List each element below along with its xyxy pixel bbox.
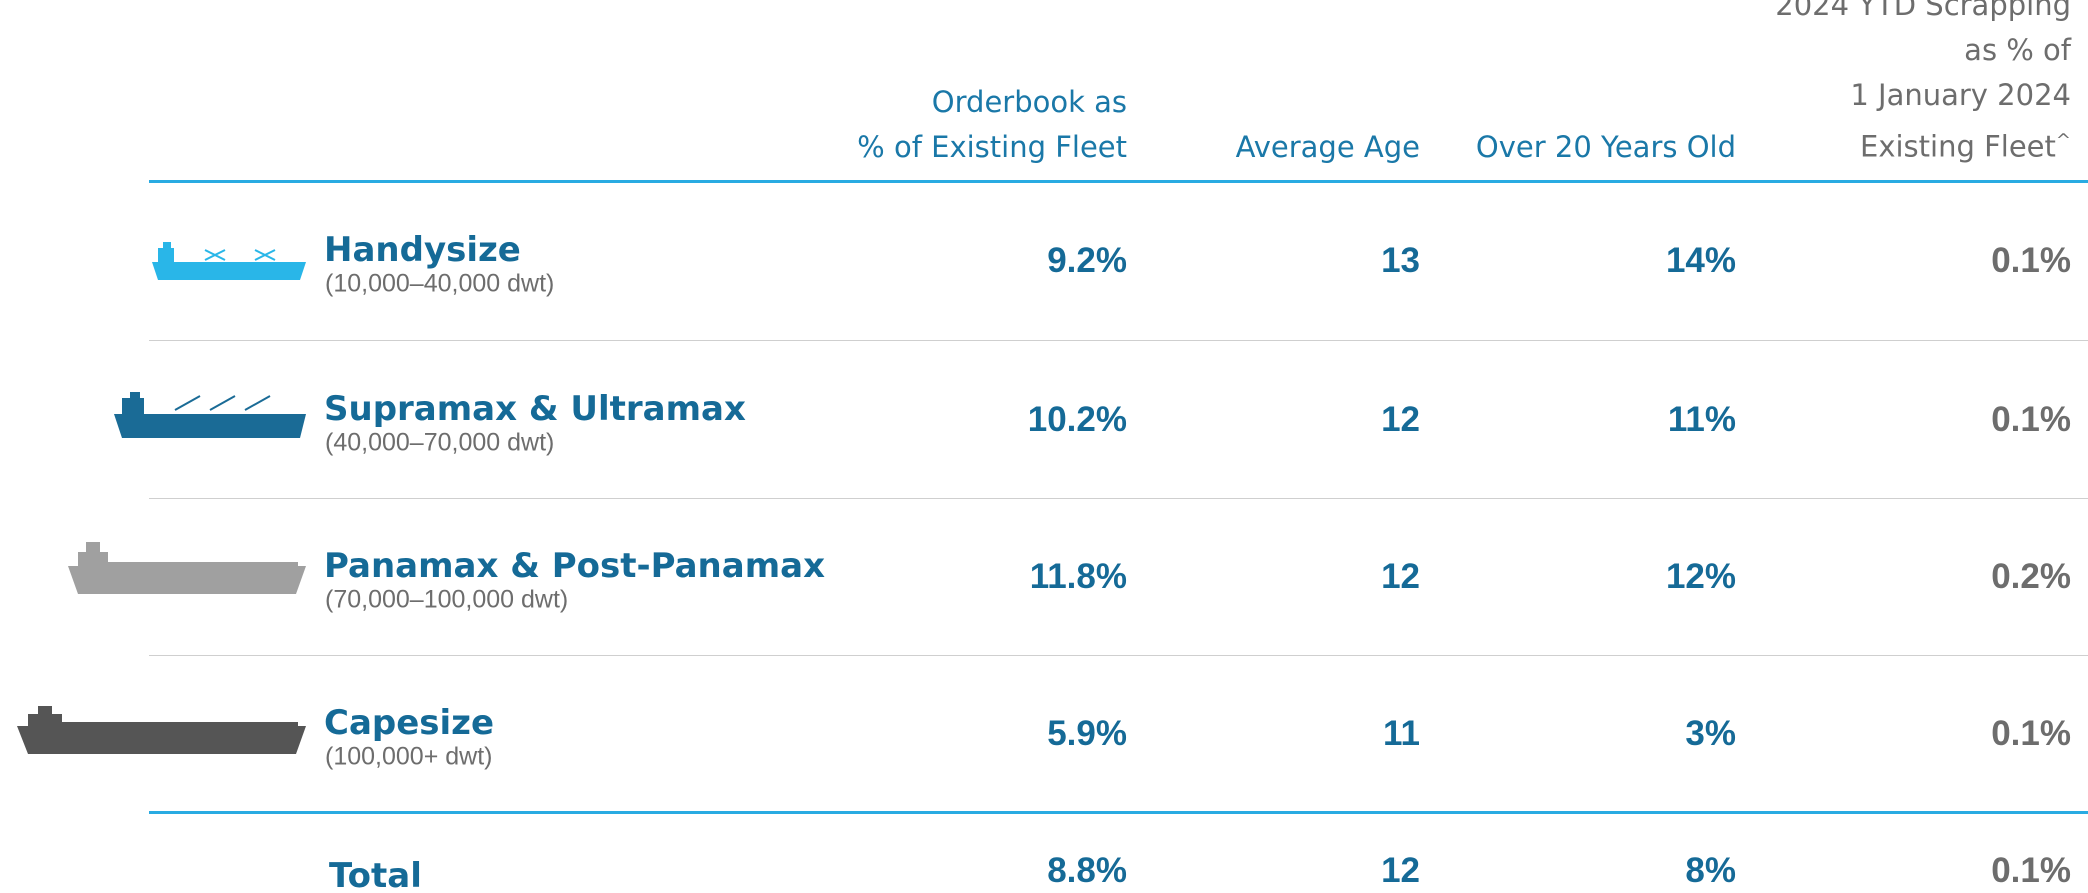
header-note: ^	[2056, 130, 2071, 151]
handysize-ship	[152, 242, 306, 280]
cell-value: 12	[1381, 400, 1420, 440]
category-name: Handysize	[324, 230, 521, 270]
cell-value: 0.2%	[1991, 557, 2071, 597]
header-text: as % of	[1964, 33, 2071, 67]
row-separator	[149, 498, 2088, 499]
header-line: Existing Fleet^	[1775, 118, 2071, 170]
total-label: Total	[329, 856, 422, 893]
column-header: Orderbook as % of Existing Fleet	[857, 80, 1127, 170]
category-range: (100,000+ dwt)	[325, 743, 492, 772]
header-text: 1 January 2024	[1850, 78, 2071, 112]
ship-icons	[0, 0, 320, 893]
page: Orderbook as % of Existing Fleet Average …	[0, 0, 2088, 893]
category-name: Panamax & Post-Panamax	[324, 546, 825, 586]
category-name: Capesize	[324, 703, 494, 743]
header-text: Orderbook as	[932, 85, 1127, 119]
capesize-ship	[17, 706, 306, 754]
cell-value: 0.1%	[1991, 241, 2071, 281]
total-value: 12	[1381, 851, 1420, 891]
header-line: Over 20 Years Old	[1476, 125, 1736, 170]
header-rule	[149, 180, 2088, 183]
supramax-ship	[114, 392, 306, 438]
header-line: % of Existing Fleet	[857, 125, 1127, 170]
cell-value: 5.9%	[1047, 714, 1127, 754]
cell-value: 14%	[1666, 241, 1736, 281]
row-separator	[149, 655, 2088, 656]
category-range: (40,000–70,000 dwt)	[325, 429, 554, 458]
total-value: 8%	[1685, 851, 1736, 891]
category-range: (70,000–100,000 dwt)	[325, 586, 568, 615]
cell-value: 12	[1381, 557, 1420, 597]
header-text: Average Age	[1236, 130, 1420, 164]
header-text: Existing Fleet	[1860, 130, 2056, 164]
cell-value: 0.1%	[1991, 400, 2071, 440]
total-value: 8.8%	[1047, 851, 1127, 891]
header-line: Average Age	[1236, 125, 1420, 170]
cell-value: 11%	[1668, 400, 1736, 440]
category-range: (10,000–40,000 dwt)	[325, 270, 554, 299]
cell-value: 12%	[1666, 557, 1736, 597]
cell-value: 11.8%	[1030, 557, 1127, 597]
header-line: 2024 YTD Scrapping	[1775, 0, 2071, 28]
cell-value: 9.2%	[1047, 241, 1127, 281]
header-text: Over 20 Years Old	[1476, 130, 1736, 164]
cell-value: 0.1%	[1991, 714, 2071, 754]
header-text: 2024 YTD Scrapping	[1775, 0, 2071, 22]
cell-value: 3%	[1685, 714, 1736, 754]
header-text: % of Existing Fleet	[857, 130, 1127, 164]
row-separator	[149, 340, 2088, 341]
total-value: 0.1%	[1991, 851, 2071, 891]
column-header: 2024 YTD Scrapping as % of 1 January 2024 E…	[1775, 0, 2071, 170]
column-header: Over 20 Years Old	[1476, 125, 1736, 170]
column-header: Average Age	[1236, 125, 1420, 170]
panamax-ship	[68, 542, 306, 594]
header-line: Orderbook as	[857, 80, 1127, 125]
total-rule	[149, 811, 2088, 814]
header-line: as % of	[1775, 28, 2071, 73]
header-line: 1 January 2024	[1775, 73, 2071, 118]
cell-value: 13	[1381, 241, 1420, 281]
category-name: Supramax & Ultramax	[324, 389, 746, 429]
cell-value: 11	[1383, 714, 1420, 754]
cell-value: 10.2%	[1028, 400, 1127, 440]
